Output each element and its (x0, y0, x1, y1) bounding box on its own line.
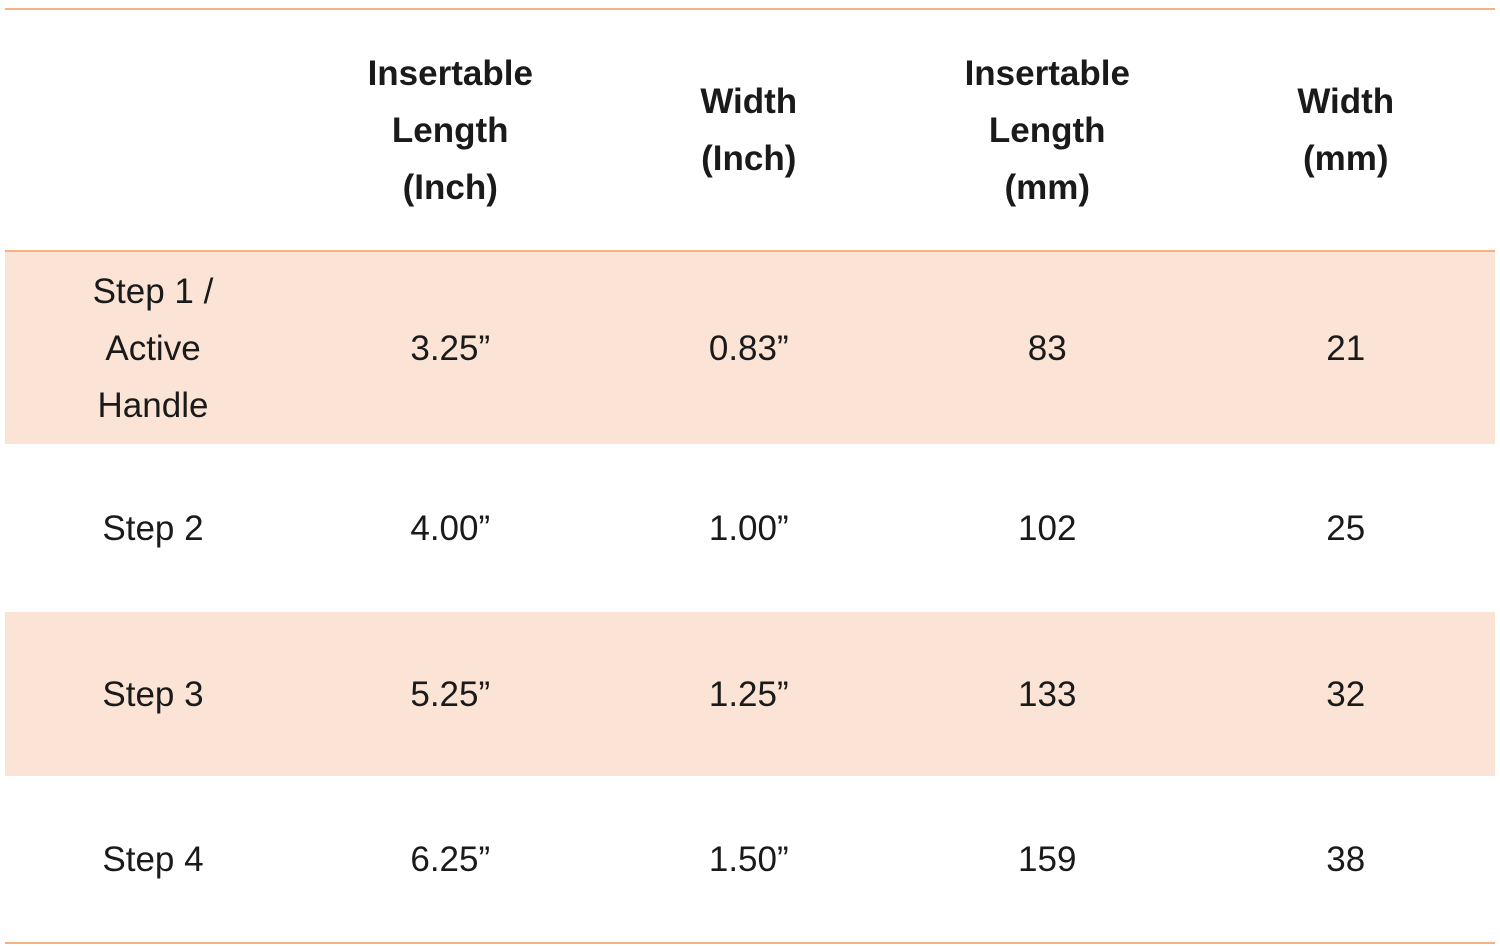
cell-value: 6.25” (410, 839, 491, 879)
cell-value: 3.25” (410, 328, 491, 368)
table-cell: 32 (1196, 612, 1495, 776)
cell-value: 159 (1018, 839, 1077, 879)
cell-value: 5.25” (410, 674, 491, 714)
table-cell: 21 (1196, 251, 1495, 444)
header-text: Insertable Length (mm) (964, 53, 1130, 207)
cell-value: 83 (1027, 328, 1067, 368)
table-cell: 4.00” (301, 444, 600, 612)
table-cell: 133 (898, 612, 1197, 776)
cell-value: 38 (1326, 839, 1366, 879)
cell-value: 102 (1018, 508, 1077, 548)
header-cell: Width (Inch) (599, 8, 898, 252)
table-cell: 38 (1196, 776, 1495, 944)
table-cell: 1.50” (599, 776, 898, 944)
header-cell: Width (mm) (1196, 8, 1495, 252)
header-text: Insertable Length (Inch) (367, 53, 533, 207)
table-cell: 5.25” (301, 612, 600, 776)
header-row: Insertable Length (Inch) Width (Inch) In… (5, 8, 1495, 252)
table-cell: 1.00” (600, 444, 899, 612)
table-cell: 3.25” (301, 251, 600, 444)
table-cell: 159 (898, 776, 1197, 944)
table-cell: Step 3 (5, 612, 301, 776)
header-text: Width (Inch) (700, 82, 798, 178)
header-cell: Insertable Length (mm) (898, 8, 1197, 252)
cell-value: 4.00” (410, 508, 491, 548)
table-cell: 0.83” (599, 251, 898, 444)
table-row: Step 2 4.00” 1.00” 102 25 (5, 444, 1495, 612)
table-row: Step 4 6.25” 1.50” 159 38 (5, 776, 1495, 944)
row-label: Step 2 (102, 508, 204, 548)
table-cell: 25 (1197, 444, 1496, 612)
cell-value: 133 (1018, 674, 1077, 714)
table-row: Step 1 / Active Handle 3.25” 0.83” 83 21 (5, 251, 1495, 444)
cell-value: 1.00” (708, 508, 789, 548)
cell-value: 21 (1326, 328, 1366, 368)
table-cell: Step 4 (5, 776, 301, 944)
size-table: Insertable Length (Inch) Width (Inch) In… (5, 8, 1495, 944)
table-cell: 83 (898, 251, 1197, 444)
cell-value: 1.25” (708, 674, 789, 714)
cell-value: 25 (1326, 508, 1366, 548)
table-cell: Step 1 / Active Handle (5, 251, 301, 444)
cell-value: 1.50” (708, 839, 789, 879)
header-cell (5, 8, 301, 252)
table-cell: 102 (898, 444, 1197, 612)
cell-value: 0.83” (708, 328, 789, 368)
header-text: Width (mm) (1297, 82, 1395, 178)
header-cell: Insertable Length (Inch) (301, 8, 600, 252)
table-cell: 6.25” (301, 776, 600, 944)
cell-value: 32 (1326, 674, 1366, 714)
table-row: Step 3 5.25” 1.25” 133 32 (5, 612, 1495, 776)
row-label: Step 4 (102, 839, 204, 879)
row-label: Step 1 / Active Handle (92, 271, 214, 425)
row-label: Step 3 (102, 674, 204, 714)
table-cell: 1.25” (599, 612, 898, 776)
table-cell: Step 2 (5, 444, 301, 612)
